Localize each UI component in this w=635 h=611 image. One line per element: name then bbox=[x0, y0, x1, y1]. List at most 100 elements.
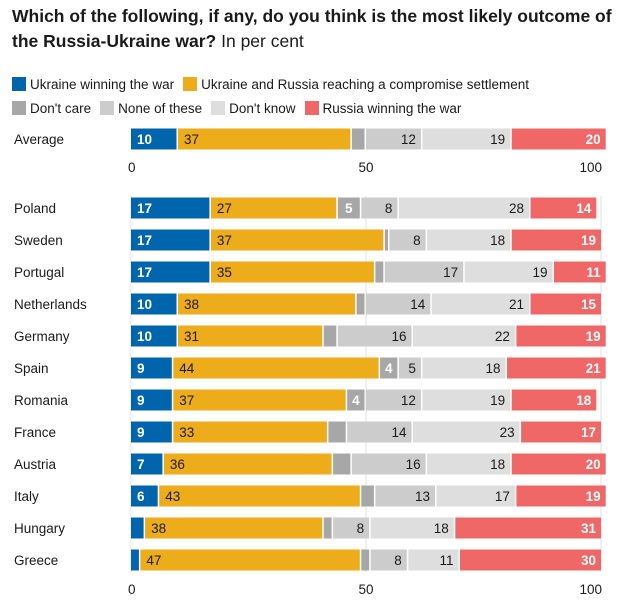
bar-segment bbox=[347, 389, 365, 411]
bar-row-hungary: Hungary 38 8 18 31 bbox=[14, 517, 601, 539]
bar-segment bbox=[328, 421, 346, 443]
data-label: 9 bbox=[137, 393, 145, 408]
bar-segment bbox=[361, 549, 370, 571]
bar-row-poland: Poland 17 27 5 8 28 14 bbox=[14, 197, 597, 219]
data-label: 8 bbox=[413, 233, 421, 248]
data-label: 20 bbox=[586, 132, 601, 147]
bar-segment bbox=[516, 325, 606, 347]
legend-label: Don't care bbox=[30, 100, 92, 116]
bar-segment bbox=[464, 261, 553, 283]
chart-title-question: Which of the following, if any, do you t… bbox=[12, 6, 612, 51]
legend-item-dont-know: Don't know bbox=[211, 101, 296, 116]
category-label: Austria bbox=[14, 457, 57, 472]
data-label: 19 bbox=[490, 132, 505, 147]
data-label: 4 bbox=[352, 393, 360, 408]
bar-segment bbox=[323, 325, 337, 347]
bar-segment bbox=[131, 325, 177, 347]
data-label: 22 bbox=[495, 329, 510, 344]
category-label: Greece bbox=[14, 553, 58, 568]
data-label: 17 bbox=[137, 201, 152, 216]
bar-segment bbox=[131, 549, 139, 571]
bar-segment bbox=[413, 421, 520, 443]
data-label: 6 bbox=[137, 489, 145, 504]
data-label: 18 bbox=[576, 393, 592, 408]
data-label: 5 bbox=[345, 201, 353, 216]
legend-swatch bbox=[100, 101, 115, 115]
bar-segment bbox=[173, 421, 327, 443]
x-axis-bottom: 0 50 100 bbox=[128, 582, 602, 597]
legend: Ukraine winning the war Ukraine and Russ… bbox=[12, 72, 632, 120]
bar-segment bbox=[173, 357, 379, 379]
data-label: 47 bbox=[146, 553, 161, 568]
bar-segment bbox=[145, 517, 323, 539]
bar-segment bbox=[366, 128, 421, 150]
bar-segment bbox=[178, 325, 323, 347]
bar-segment bbox=[422, 389, 511, 411]
bar-segment bbox=[413, 325, 515, 347]
bar-row-france: France 9 33 14 23 17 bbox=[14, 421, 601, 443]
bar-row-greece: Greece 47 8 11 30 bbox=[14, 549, 601, 571]
bar-segment bbox=[210, 229, 384, 251]
data-label: 16 bbox=[391, 329, 406, 344]
bar-segment bbox=[131, 261, 210, 283]
legend-label: Ukraine and Russia reaching a compromise… bbox=[201, 76, 529, 92]
category-label: Netherlands bbox=[14, 297, 87, 312]
category-label: Sweden bbox=[14, 233, 63, 248]
bar-segment bbox=[351, 453, 426, 475]
category-label: Romania bbox=[14, 393, 69, 408]
bar-segment bbox=[427, 229, 511, 251]
data-label: 20 bbox=[586, 457, 601, 472]
tick-label: 50 bbox=[358, 582, 373, 597]
category-label: Portugal bbox=[14, 265, 64, 280]
bar-segment bbox=[398, 197, 529, 219]
data-label: 18 bbox=[490, 233, 505, 248]
bar-segment bbox=[131, 485, 158, 507]
legend-swatch bbox=[211, 101, 226, 115]
legend-label: Russia winning the war bbox=[322, 100, 462, 116]
data-label: 12 bbox=[401, 393, 416, 408]
data-label: 43 bbox=[165, 489, 180, 504]
legend-swatch bbox=[12, 101, 26, 115]
bar-segment bbox=[380, 357, 398, 379]
data-label: 38 bbox=[184, 297, 199, 312]
bar-segment bbox=[178, 293, 356, 315]
bar-row-spain: Spain 9 44 4 5 18 21 bbox=[14, 357, 606, 379]
category-label: Hungary bbox=[14, 521, 65, 536]
data-label: 36 bbox=[170, 457, 185, 472]
data-label: 17 bbox=[137, 233, 152, 248]
bar-segment bbox=[163, 453, 332, 475]
data-label: 28 bbox=[509, 201, 524, 216]
data-label: 8 bbox=[385, 201, 393, 216]
data-label: 27 bbox=[217, 201, 232, 216]
data-label: 17 bbox=[137, 265, 152, 280]
data-label: 38 bbox=[151, 521, 166, 536]
bar-segment bbox=[384, 261, 464, 283]
bar-segment bbox=[511, 453, 606, 475]
bar-segment bbox=[370, 517, 454, 539]
tick-label: 100 bbox=[579, 160, 602, 175]
data-label: 9 bbox=[137, 361, 145, 376]
bar-segment bbox=[554, 261, 606, 283]
data-label: 33 bbox=[179, 425, 194, 440]
bar-segment bbox=[507, 357, 606, 379]
category-label: Poland bbox=[14, 201, 56, 216]
bar-segment bbox=[131, 421, 172, 443]
data-label: 17 bbox=[495, 489, 510, 504]
data-label: 19 bbox=[490, 393, 505, 408]
bar-segment bbox=[455, 517, 601, 539]
bar-segment bbox=[431, 293, 529, 315]
data-label: 15 bbox=[581, 297, 597, 312]
bar-segment bbox=[530, 197, 597, 219]
data-label: 10 bbox=[137, 329, 152, 344]
x-axis-top: 0 50 100 bbox=[128, 160, 602, 175]
data-label: 14 bbox=[576, 201, 592, 216]
legend-item-compromise: Ukraine and Russia reaching a compromise… bbox=[183, 77, 529, 92]
data-label: 19 bbox=[586, 489, 601, 504]
data-label: 19 bbox=[532, 265, 547, 280]
data-label: 14 bbox=[410, 297, 426, 312]
bar-segment bbox=[370, 549, 407, 571]
bar-row-netherlands: Netherlands 10 38 14 21 15 bbox=[14, 293, 601, 315]
data-label: 18 bbox=[434, 521, 449, 536]
data-label: 11 bbox=[439, 553, 453, 568]
